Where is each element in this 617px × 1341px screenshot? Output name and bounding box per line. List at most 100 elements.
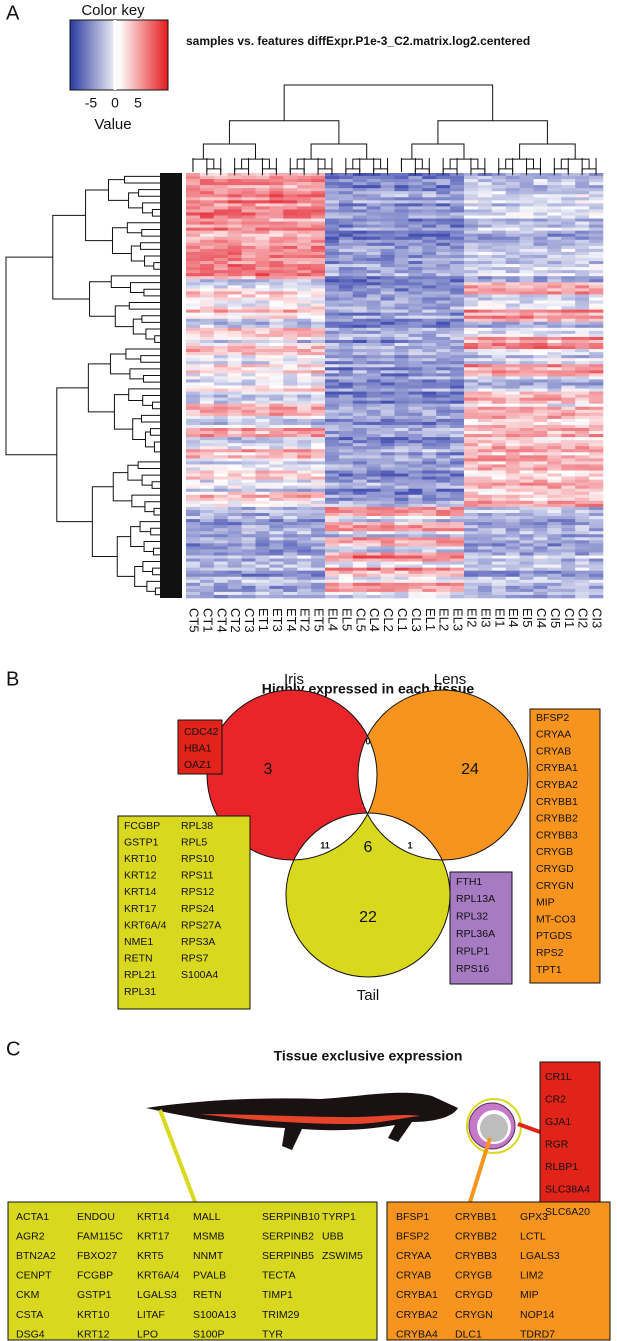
heatmap-cell	[464, 549, 479, 553]
dendrogram-branch	[289, 168, 305, 176]
heatmap-cell	[505, 434, 520, 438]
heatmap-cell	[519, 546, 534, 550]
heatmap-cell	[408, 434, 423, 438]
count: 3	[264, 761, 273, 778]
heatmap-cell	[561, 312, 576, 316]
heatmap-cell	[199, 367, 215, 371]
heatmap-cell	[491, 185, 506, 189]
heatmap-cell	[199, 321, 215, 326]
heatmap-cell	[255, 191, 270, 195]
gene-name: CRYBB1	[536, 796, 578, 808]
heatmap-cell	[547, 470, 562, 474]
heatmap-cell	[547, 525, 562, 529]
heatmap-cell	[338, 546, 354, 550]
heatmap-cell	[491, 415, 506, 420]
heatmap-cell	[311, 188, 326, 192]
heatmap-cell	[519, 479, 534, 483]
heatmap-cell	[450, 367, 465, 371]
heatmap-cell	[464, 209, 479, 213]
heatmap-cell	[547, 485, 562, 490]
heatmap-cell	[269, 346, 284, 350]
heatmap-cell	[464, 558, 479, 562]
heatmap-cell	[352, 491, 367, 496]
heatmap-cell	[450, 297, 465, 301]
heatmap-cell	[394, 209, 409, 213]
heatmap-cell	[491, 364, 506, 368]
heatmap-cell	[422, 227, 437, 231]
heatmap-cell	[533, 503, 548, 508]
dendrogram-branch	[560, 158, 590, 169]
heatmap-cell	[589, 455, 604, 459]
heatmap-cell	[394, 321, 409, 326]
heatmap-cell	[589, 261, 604, 265]
heatmap-cell	[186, 497, 201, 502]
heatmap-cell	[575, 434, 590, 438]
heatmap-cell	[283, 242, 298, 247]
heatmap-cell	[519, 294, 534, 298]
heatmap-cell	[366, 282, 381, 286]
heatmap-cell	[186, 473, 201, 477]
heatmap-cell	[269, 591, 284, 596]
heatmap-cell	[186, 209, 201, 213]
heatmap-cell	[338, 531, 354, 535]
heatmap-cell	[491, 254, 506, 259]
heatmap-cell	[380, 485, 395, 490]
heatmap-cell	[505, 431, 520, 435]
heatmap-cell	[255, 443, 270, 447]
heatmap-cell	[491, 376, 506, 380]
heatmap-cell	[241, 479, 256, 483]
heatmap-cell	[394, 552, 409, 556]
heatmap-cell	[380, 573, 395, 578]
heatmap-cell	[325, 276, 340, 280]
heatmap-cell	[255, 264, 270, 268]
heatmap-cell	[227, 245, 242, 250]
heatmap-cell	[213, 579, 228, 584]
gene-name: RPL32	[456, 911, 488, 923]
heatmap-cell	[325, 421, 340, 426]
heatmap-cell	[422, 315, 437, 320]
heatmap-cell	[464, 306, 479, 310]
heatmap-cell	[408, 306, 423, 310]
heatmap-cell	[352, 206, 367, 210]
heatmap-cell	[241, 452, 256, 456]
heatmap-cell	[227, 200, 242, 204]
heatmap-cell	[408, 312, 423, 316]
dendrogram-branch	[138, 189, 162, 197]
heatmap-cell	[241, 364, 256, 368]
heatmap-cell	[477, 488, 493, 493]
heatmap-cell	[199, 218, 215, 222]
heatmap-cell	[311, 552, 326, 556]
heatmap-cell	[394, 424, 409, 429]
heatmap-cell	[422, 391, 437, 395]
heatmap-cell	[186, 367, 201, 371]
heatmap-cell	[547, 546, 562, 550]
heatmap-cell	[269, 179, 284, 183]
heatmap-cell	[241, 503, 256, 508]
heatmap-cell	[352, 267, 367, 271]
heatmap-cell	[394, 239, 409, 244]
heatmap-cell	[186, 343, 201, 347]
heatmap-cell	[338, 503, 354, 508]
heatmap-cell	[561, 522, 576, 526]
heatmap-cell	[464, 470, 479, 474]
heatmap-cell	[325, 525, 340, 529]
heatmap-cell	[311, 318, 326, 323]
heatmap-cell	[422, 479, 437, 483]
heatmap-cell	[519, 522, 534, 526]
heatmap-cell	[352, 443, 367, 447]
heatmap-cell	[450, 285, 465, 289]
heatmap-cell	[255, 455, 270, 459]
list-box	[177, 719, 223, 775]
heatmap-cell	[186, 388, 201, 392]
heatmap-cell	[380, 273, 395, 277]
heatmap-cell	[547, 194, 562, 198]
heatmap-cell	[186, 591, 201, 596]
heatmap-cell	[436, 443, 451, 447]
heatmap-cell	[477, 188, 493, 192]
heatmap-cell	[186, 540, 201, 544]
heatmap-cell	[380, 594, 395, 599]
heatmap-cell	[505, 415, 520, 420]
heatmap-cell	[422, 443, 437, 447]
heatmap-cell	[283, 370, 298, 374]
heatmap-cell	[199, 276, 215, 280]
